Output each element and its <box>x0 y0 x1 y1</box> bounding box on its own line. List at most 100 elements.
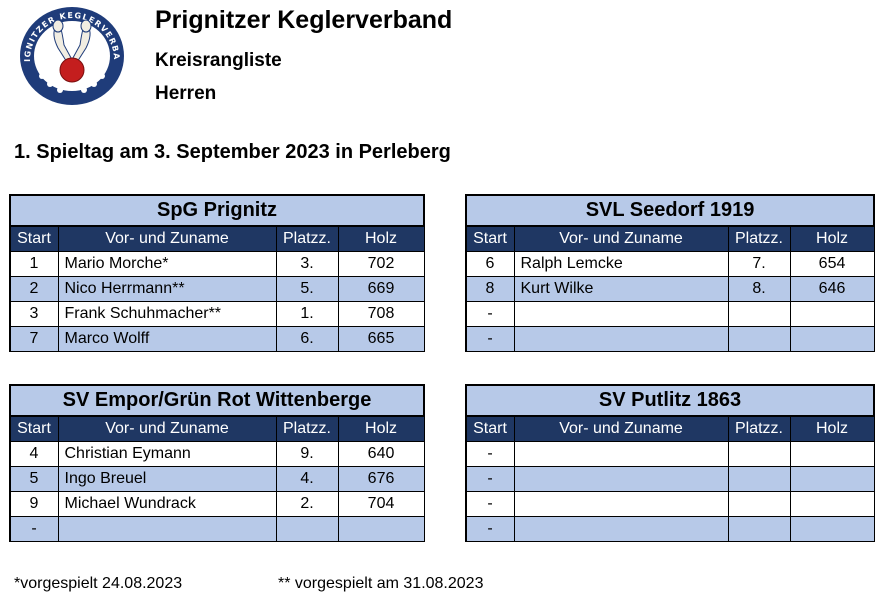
cell-platz: 4. <box>275 466 339 492</box>
col-header-holz: Holz <box>789 225 875 252</box>
cell-platz: 8. <box>727 276 791 302</box>
cell-start: 4 <box>9 441 59 467</box>
cell-start: 5 <box>9 466 59 492</box>
cell-holz: 708 <box>337 301 425 327</box>
cell-name <box>57 516 277 542</box>
cell-holz <box>337 516 425 542</box>
cell-platz: 2. <box>275 491 339 517</box>
team-table-svl-seedorf: SVL Seedorf 1919 Start Vor- und Zuname P… <box>464 194 876 352</box>
table-row: 8 Kurt Wilke 8. 646 <box>465 276 875 302</box>
cell-platz: 3. <box>275 251 339 277</box>
cell-name: Nico Herrmann** <box>57 276 277 302</box>
cell-name: Christian Eymann <box>57 441 277 467</box>
col-header-name: Vor- und Zuname <box>513 415 729 442</box>
cell-name: Kurt Wilke <box>513 276 729 302</box>
cell-start: 1 <box>9 251 59 277</box>
table-row: 3 Frank Schuhmacher** 1. 708 <box>9 301 425 327</box>
cell-platz <box>275 516 339 542</box>
cell-name <box>513 491 729 517</box>
table-row: 6 Ralph Lemcke 7. 654 <box>465 251 875 277</box>
cell-name <box>513 466 729 492</box>
team-table-sv-empor-wittenberge: SV Empor/Grün Rot Wittenberge Start Vor-… <box>8 384 426 542</box>
col-header-start: Start <box>9 225 59 252</box>
cell-platz <box>727 301 791 327</box>
cell-start: - <box>465 326 515 352</box>
cell-start: - <box>465 516 515 542</box>
col-header-name: Vor- und Zuname <box>513 225 729 252</box>
col-header-holz: Holz <box>337 415 425 442</box>
cell-platz: 6. <box>275 326 339 352</box>
cell-start: - <box>465 466 515 492</box>
table-row: 4 Christian Eymann 9. 640 <box>9 441 425 467</box>
cell-holz: 654 <box>789 251 875 277</box>
cell-name: Marco Wolff <box>57 326 277 352</box>
col-header-platz: Platzz. <box>275 225 339 252</box>
footnote-double-star: ** vorgespielt am 31.08.2023 <box>278 575 484 592</box>
cell-name <box>513 441 729 467</box>
table-row: - <box>465 491 875 517</box>
cell-holz: 669 <box>337 276 425 302</box>
col-header-platz: Platzz. <box>275 415 339 442</box>
footnote-single-star: *vorgespielt 24.08.2023 <box>14 575 183 592</box>
table-row: 1 Mario Morche* 3. 702 <box>9 251 425 277</box>
cell-platz <box>727 326 791 352</box>
cell-holz <box>789 326 875 352</box>
cell-holz: 676 <box>337 466 425 492</box>
cell-start: 8 <box>465 276 515 302</box>
team-title: SV Empor/Grün Rot Wittenberge <box>8 384 426 417</box>
cell-start: - <box>9 516 59 542</box>
col-header-name: Vor- und Zuname <box>57 415 277 442</box>
cell-name: Mario Morche* <box>57 251 277 277</box>
cell-holz: 702 <box>337 251 425 277</box>
cell-holz: 665 <box>337 326 425 352</box>
team-title: SpG Prignitz <box>9 194 425 227</box>
cell-platz <box>727 516 791 542</box>
col-header-platz: Platzz. <box>727 415 791 442</box>
cell-start: 7 <box>9 326 59 352</box>
col-header-start: Start <box>465 415 515 442</box>
col-header-start: Start <box>9 415 59 442</box>
team-table-spg-prignitz: SpG Prignitz Start Vor- und Zuname Platz… <box>9 194 425 352</box>
cell-name: Ingo Breuel <box>57 466 277 492</box>
table-row: 9 Michael Wundrack 2. 704 <box>9 491 425 517</box>
cell-start: - <box>465 441 515 467</box>
cell-platz <box>727 466 791 492</box>
table-row: - <box>465 441 875 467</box>
cell-start: 6 <box>465 251 515 277</box>
table-row: - <box>9 516 425 542</box>
cell-start: - <box>465 301 515 327</box>
cell-start: 9 <box>9 491 59 517</box>
page-subtitle-rangliste: Kreisrangliste <box>155 50 282 71</box>
verband-logo: PRIGNITZER KEGLERVERBAND <box>16 4 124 105</box>
team-table-sv-putlitz: SV Putlitz 1863 Start Vor- und Zuname Pl… <box>464 384 876 542</box>
cell-platz: 9. <box>275 441 339 467</box>
cell-platz <box>727 441 791 467</box>
table-row: 7 Marco Wolff 6. 665 <box>9 326 425 352</box>
table-row: 2 Nico Herrmann** 5. 669 <box>9 276 425 302</box>
cell-start: - <box>465 491 515 517</box>
col-header-platz: Platzz. <box>727 225 791 252</box>
cell-start: 2 <box>9 276 59 302</box>
cell-name <box>513 516 729 542</box>
cell-name: Ralph Lemcke <box>513 251 729 277</box>
cell-holz <box>789 516 875 542</box>
table-row: - <box>465 516 875 542</box>
cell-holz: 640 <box>337 441 425 467</box>
cell-name <box>513 326 729 352</box>
cell-platz <box>727 491 791 517</box>
table-row: - <box>465 301 875 327</box>
col-header-name: Vor- und Zuname <box>57 225 277 252</box>
table-row: 5 Ingo Breuel 4. 676 <box>9 466 425 492</box>
cell-start: 3 <box>9 301 59 327</box>
cell-platz: 7. <box>727 251 791 277</box>
col-header-holz: Holz <box>789 415 875 442</box>
cell-holz <box>789 441 875 467</box>
cell-name <box>513 301 729 327</box>
cell-holz: 704 <box>337 491 425 517</box>
spieltag-heading: 1. Spieltag am 3. September 2023 in Perl… <box>14 141 451 163</box>
table-row: - <box>465 466 875 492</box>
cell-holz: 646 <box>789 276 875 302</box>
team-title: SVL Seedorf 1919 <box>464 194 876 227</box>
cell-holz <box>789 491 875 517</box>
cell-name: Frank Schuhmacher** <box>57 301 277 327</box>
